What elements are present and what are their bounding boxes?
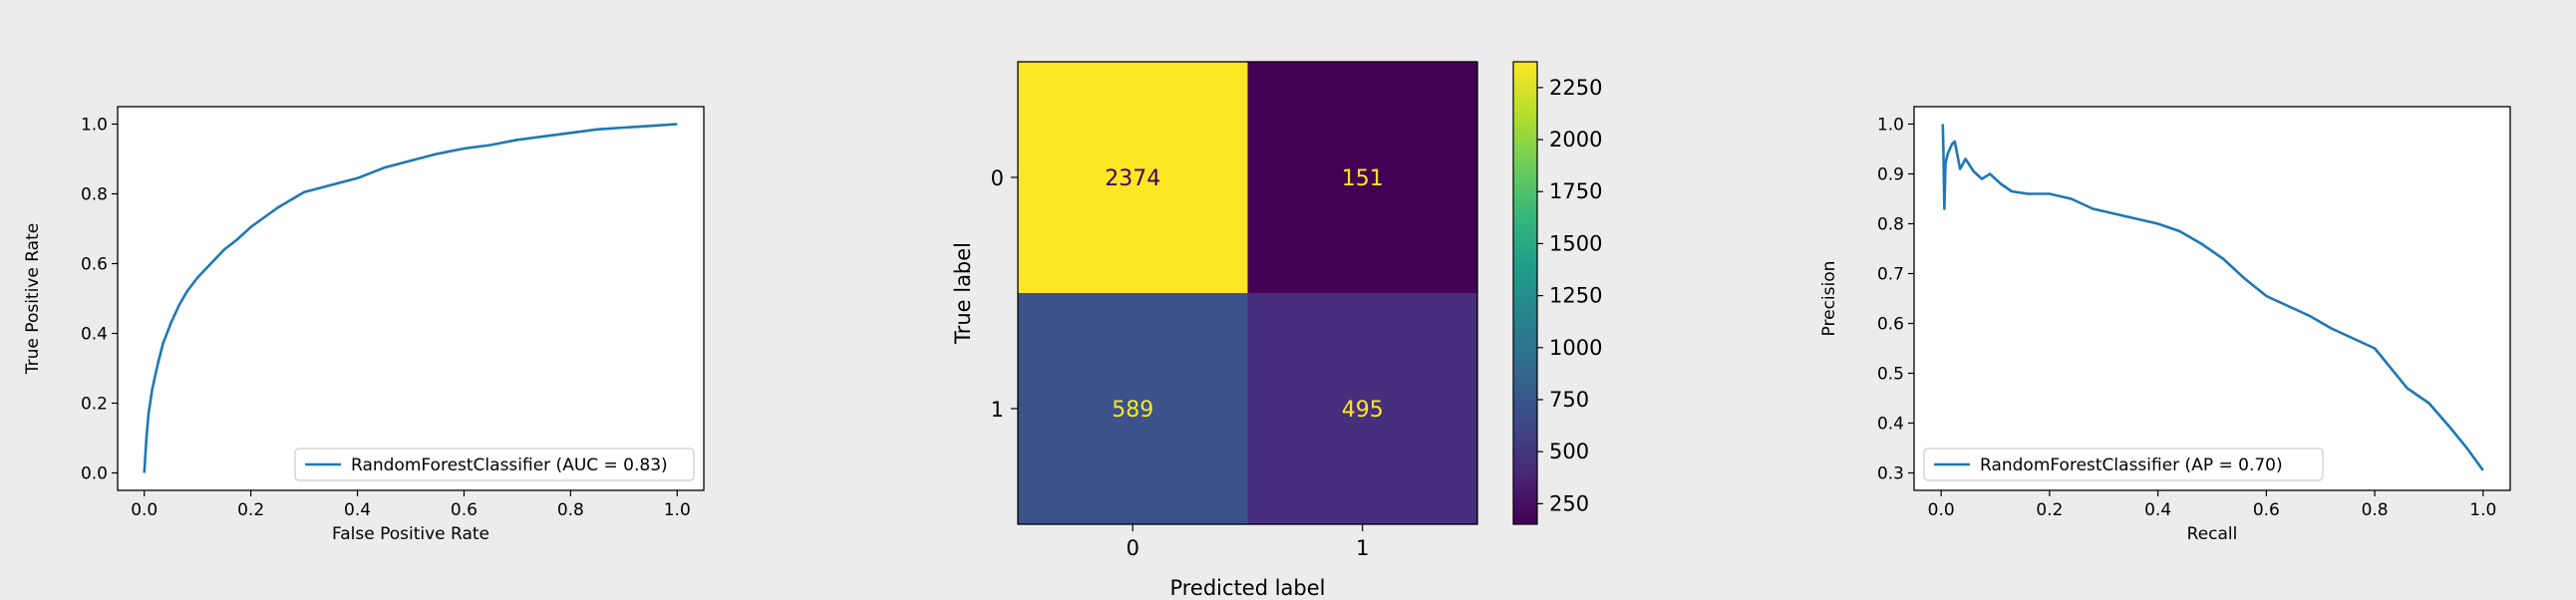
y-tick-label: 0.9 [1877, 165, 1904, 185]
colorbar-tick-label: 1250 [1549, 284, 1602, 308]
legend-label: RandomForestClassifier (AP = 0.70) [1980, 455, 2283, 475]
matrix-cell [1018, 62, 1248, 293]
matrix-cell [1247, 293, 1477, 524]
plot-area [118, 107, 704, 490]
colorbar [1513, 62, 1537, 524]
y-tick-label: 0.0 [81, 464, 108, 484]
colorbar-tick-label: 1500 [1549, 231, 1602, 255]
confusion-matrix-panel: 2374 151 589 495 0 1 0 1 Predicted label True lab… [951, 61, 1602, 600]
colorbar-tick-label: 250 [1549, 491, 1589, 515]
legend: RandomForestClassifier (AP = 0.70) [1923, 448, 2324, 481]
x-tick-label: 0.4 [2144, 500, 2171, 520]
x-tick-label: 0.2 [2036, 500, 2063, 520]
x-tick-label: 1 [1356, 536, 1369, 560]
cell-value: 589 [1112, 398, 1153, 423]
y-tick-label: 1 [991, 398, 1004, 422]
colorbar-tick-label: 2250 [1549, 76, 1602, 100]
x-tick-label: 1.0 [664, 500, 691, 520]
axes-frame [117, 106, 705, 491]
y-axis-label: True label [951, 242, 975, 345]
precision-recall-panel: 0.0 0.2 0.4 0.6 0.8 1.0 0.3 0.4 0.5 0.6 0.7 0.8 0.9 1… [1819, 106, 2511, 544]
y-tick-label: 0 [991, 166, 1004, 190]
x-tick-label: 0.6 [2253, 500, 2280, 520]
y-tick-label: 0.6 [81, 255, 108, 275]
legend-box [294, 448, 695, 481]
legend-box [1923, 448, 2324, 481]
x-tick-label: 1.0 [2469, 500, 2496, 520]
y-tick-label: 0.8 [81, 185, 108, 205]
legend-label: RandomForestClassifier (AUC = 0.83) [351, 455, 668, 475]
series-line [143, 123, 678, 473]
x-tick-label: 0.8 [2362, 500, 2389, 520]
roc-panel: 0.0 0.2 0.4 0.6 0.8 1.0 0.0 0.2 0.4 0.6 0.8 1.0 Fals… [23, 106, 705, 544]
matrix-cell [1247, 62, 1477, 293]
x-tick-label: 0.0 [131, 500, 158, 520]
colorbar-tick-label: 500 [1549, 440, 1589, 463]
x-tick-label: 0.6 [451, 500, 478, 520]
x-tick-label: 0.0 [1928, 500, 1955, 520]
y-tick-label: 0.8 [1877, 215, 1904, 235]
y-tick-label: 0.6 [1877, 315, 1904, 335]
y-tick-label: 0.4 [81, 325, 108, 345]
y-tick-label: 0.5 [1877, 365, 1904, 385]
axes-frame [1913, 106, 2511, 491]
colorbar-tick-label: 750 [1549, 388, 1589, 412]
y-tick-label: 1.0 [81, 116, 108, 136]
y-axis-label: Precision [1819, 261, 1839, 337]
matrix-frame [1017, 61, 1478, 525]
cell-value: 2374 [1105, 166, 1160, 191]
plot-area [1914, 107, 2510, 490]
y-tick-label: 0.7 [1877, 265, 1904, 285]
x-tick-label: 0 [1127, 536, 1139, 560]
colorbar-tick-label: 1750 [1549, 179, 1602, 203]
y-axis-label: True Positive Rate [23, 223, 43, 375]
y-tick-label: 1.0 [1877, 116, 1904, 136]
x-tick-label: 0.2 [237, 500, 264, 520]
legend: RandomForestClassifier (AUC = 0.83) [294, 448, 695, 481]
x-axis-label: Predicted label [1169, 576, 1325, 600]
x-tick-label: 0.4 [344, 500, 371, 520]
colorbar-frame [1512, 61, 1538, 525]
cell-value: 151 [1342, 166, 1384, 191]
y-tick-label: 0.3 [1877, 464, 1904, 484]
y-tick-label: 0.4 [1877, 415, 1904, 435]
series-line [1941, 124, 2484, 471]
cell-value: 495 [1342, 398, 1384, 423]
x-axis-label: Recall [2187, 524, 2238, 544]
colorbar-tick-label: 2000 [1549, 128, 1602, 151]
x-tick-label: 0.8 [557, 500, 584, 520]
matrix-cell [1018, 293, 1248, 524]
colorbar-tick-label: 1000 [1549, 336, 1602, 360]
y-tick-label: 0.2 [81, 395, 108, 415]
x-axis-label: False Positive Rate [332, 524, 489, 544]
